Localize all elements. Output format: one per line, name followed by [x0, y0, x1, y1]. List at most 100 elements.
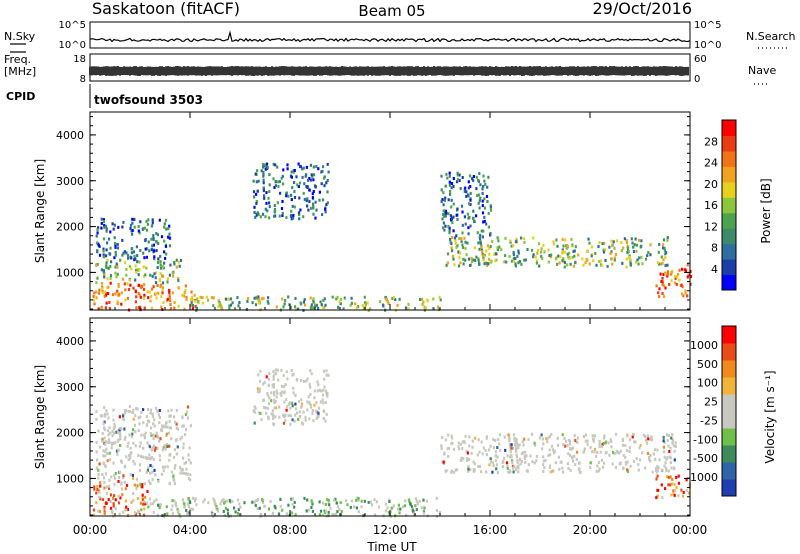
echo-cell — [640, 239, 643, 243]
echo-cell — [113, 422, 116, 426]
echo-cell — [626, 469, 630, 473]
echo-cell — [306, 400, 309, 404]
echo-cell — [515, 437, 518, 441]
colorbar-tick-label: 28 — [704, 135, 718, 148]
echo-cell — [102, 218, 105, 222]
echo-cell — [96, 228, 99, 232]
echo-cell — [672, 438, 675, 442]
echo-cell — [325, 203, 328, 207]
echo-cell — [478, 247, 481, 251]
echo-cell — [312, 173, 316, 177]
echo-cell — [147, 443, 150, 447]
echo-cell — [173, 466, 176, 470]
echo-cell — [661, 496, 664, 499]
echo-cell — [303, 496, 306, 500]
echo-cell — [495, 467, 498, 471]
echo-cell — [124, 435, 127, 439]
echo-cell — [512, 433, 515, 437]
echo-cell — [456, 207, 459, 211]
echo-cell — [584, 433, 588, 437]
echo-cell — [662, 435, 665, 439]
echo-cell — [624, 462, 628, 466]
echo-cell — [578, 470, 581, 474]
echo-cell — [139, 249, 142, 252]
echo-cell — [191, 508, 194, 511]
echo-cell — [189, 298, 192, 301]
echo-cell — [666, 236, 669, 240]
echo-cell — [263, 406, 266, 409]
echo-cell — [109, 493, 112, 497]
echo-cell — [173, 260, 176, 264]
echo-cell — [626, 460, 629, 464]
echo-cell — [131, 232, 134, 236]
echo-cell — [454, 242, 457, 245]
echo-cell — [571, 446, 574, 450]
echo-cell — [543, 250, 546, 254]
echo-cell — [474, 436, 477, 440]
echo-cell — [558, 261, 561, 265]
echo-cell — [511, 459, 514, 463]
echo-cell — [656, 261, 660, 265]
echo-cell — [157, 242, 160, 245]
echo-cell — [576, 440, 579, 444]
echo-cell — [442, 460, 445, 464]
echo-cell — [289, 414, 292, 418]
echo-cell — [124, 464, 127, 468]
echo-cell — [496, 236, 499, 240]
echo-cell — [228, 304, 231, 308]
echo-cell — [469, 185, 472, 188]
echo-cell — [306, 204, 309, 208]
echo-cell — [185, 298, 188, 302]
echo-cell — [662, 445, 665, 449]
echo-cell — [435, 509, 439, 512]
echo-cell — [488, 252, 491, 256]
echo-cell — [459, 261, 462, 265]
echo-cell — [196, 297, 199, 301]
echo-cell — [113, 474, 116, 478]
echo-cell — [530, 248, 534, 252]
echo-cell — [337, 305, 340, 309]
echo-cell — [629, 261, 632, 265]
echo-cell — [114, 441, 117, 445]
echo-cell — [599, 259, 602, 263]
echo-cell — [101, 439, 104, 443]
echo-cell — [273, 504, 276, 508]
echo-cell — [517, 261, 520, 265]
echo-cell — [455, 234, 458, 238]
echo-cell — [511, 464, 514, 468]
echo-cell — [95, 263, 98, 267]
echo-cell — [325, 412, 328, 416]
echo-cell — [102, 422, 105, 426]
echo-cell — [98, 462, 101, 466]
echo-cell — [438, 295, 441, 299]
echo-cell — [498, 442, 501, 446]
echo-cell — [217, 509, 220, 513]
echo-cell — [562, 470, 565, 474]
echo-cell — [161, 291, 164, 295]
echo-cell — [291, 418, 294, 422]
echo-cell — [475, 187, 478, 191]
echo-cell — [440, 447, 443, 451]
echo-cell — [386, 300, 389, 304]
echo-cell — [541, 447, 544, 451]
echo-cell — [318, 513, 321, 517]
echo-cell — [510, 244, 513, 248]
echo-cell — [664, 286, 667, 290]
echo-cell — [458, 256, 461, 260]
echo-cell — [550, 433, 553, 436]
echo-cell — [158, 279, 162, 283]
echo-cell — [309, 369, 312, 373]
colorbar-segment — [722, 243, 736, 260]
echo-cell — [593, 434, 596, 438]
echo-cell — [183, 462, 186, 465]
echo-cell — [443, 228, 446, 232]
echo-cell — [674, 444, 677, 448]
echo-cell — [642, 433, 645, 437]
colorbar-segment — [722, 377, 736, 395]
echo-cell — [252, 190, 256, 194]
echo-cell — [447, 198, 450, 202]
echo-cell — [127, 409, 130, 413]
echo-cell — [636, 258, 639, 262]
echo-cell — [254, 407, 257, 411]
echo-cell — [169, 426, 173, 430]
